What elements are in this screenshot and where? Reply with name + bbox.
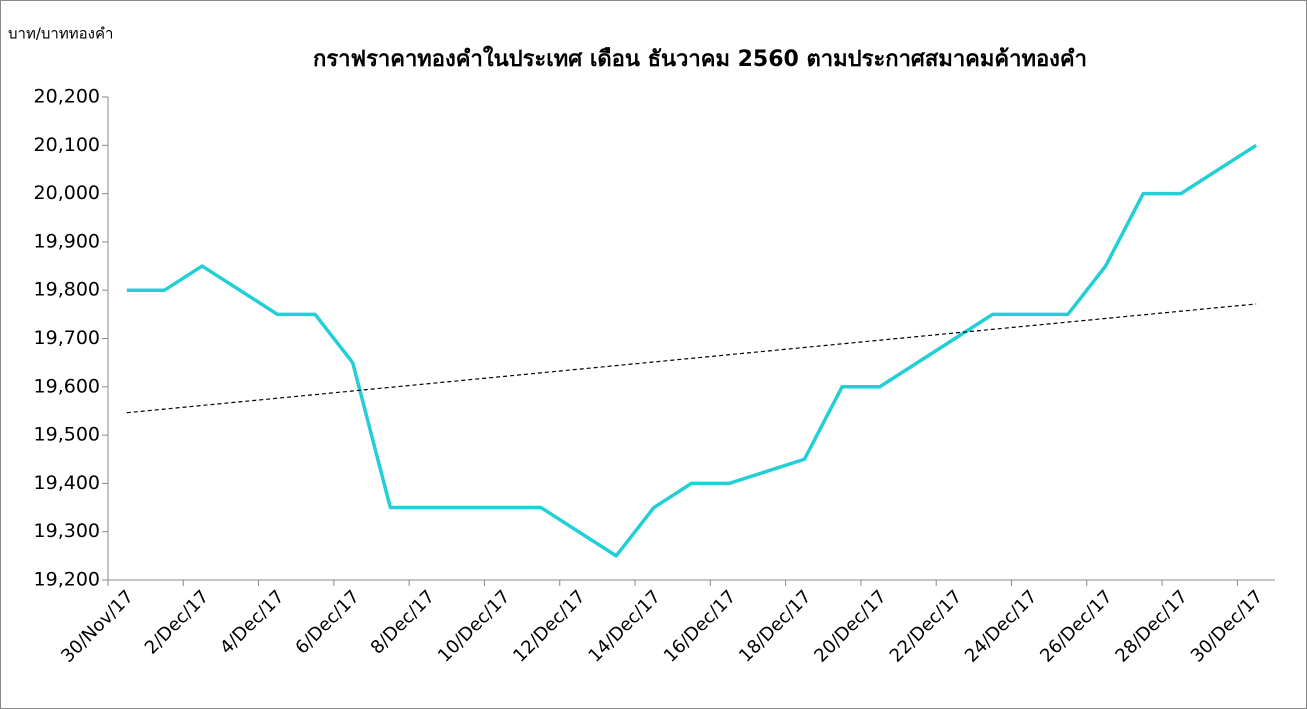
chart-title: กราฟราคาทองคำในประเทศ เดือน ธันวาคม 2560… — [313, 45, 1087, 72]
y-tick-label: 20,000 — [34, 182, 100, 204]
y-tick-label: 20,200 — [34, 86, 100, 108]
y-tick-label: 19,300 — [34, 520, 100, 542]
y-tick-label: 20,100 — [34, 134, 100, 156]
y-tick-label: 19,400 — [34, 472, 100, 494]
y-tick-label: 19,900 — [34, 230, 100, 252]
y-tick-label: 19,200 — [34, 569, 100, 591]
trendline — [126, 303, 1257, 414]
y-tick-label: 19,600 — [34, 375, 100, 397]
y-tick-label: 19,700 — [34, 327, 100, 349]
y-tick-label: 19,500 — [34, 424, 100, 446]
y-axis-label: บาท/บาททองคำ — [8, 25, 113, 43]
line — [126, 143, 1258, 558]
y-tick-label: 19,800 — [34, 279, 100, 301]
